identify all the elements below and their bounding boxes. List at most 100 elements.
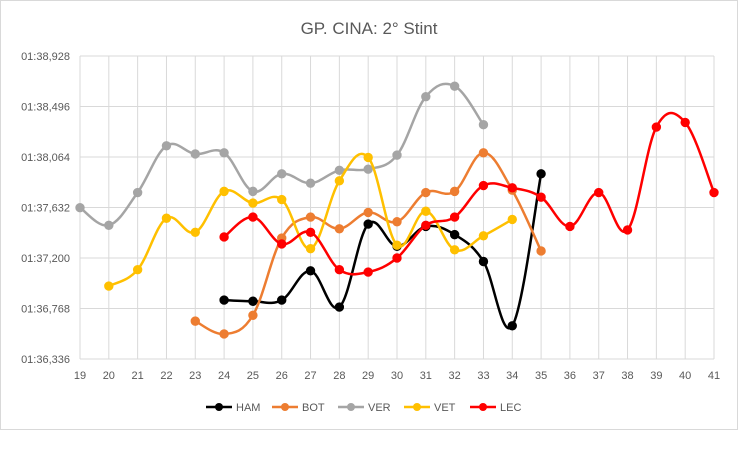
x-tick-label: 27: [304, 370, 316, 382]
series-line-lec: [223, 111, 716, 276]
data-point-bot: [190, 316, 200, 326]
data-point-bot: [248, 310, 258, 320]
series-vet: [104, 152, 517, 291]
data-point-lec: [680, 117, 690, 128]
data-point-ham: [536, 169, 546, 179]
data-point-lec: [277, 239, 287, 249]
data-point-ver: [161, 141, 172, 151]
data-point-bot: [536, 246, 546, 256]
data-point-vet: [190, 227, 200, 237]
x-tick-label: 19: [74, 370, 86, 382]
x-tick-label: 24: [218, 370, 230, 382]
data-point-lec: [392, 253, 402, 263]
legend-label-ham: HAM: [236, 402, 260, 414]
x-tick-label: 22: [160, 370, 172, 382]
data-point-ver: [363, 164, 373, 174]
data-point-lec: [709, 187, 719, 198]
data-point-ver: [421, 91, 431, 102]
data-point-vet: [132, 264, 143, 275]
legend-marker-bot: [281, 403, 289, 411]
grid: [79, 55, 715, 360]
data-point-ver: [75, 203, 85, 213]
x-tick-label: 36: [564, 370, 576, 382]
data-point-vet: [277, 194, 287, 205]
series-ham: [219, 169, 546, 331]
data-point-lec: [565, 221, 575, 232]
data-point-lec: [536, 192, 546, 202]
data-point-vet: [421, 206, 431, 216]
data-point-bot: [392, 217, 402, 227]
data-point-bot: [478, 148, 489, 158]
data-point-ham: [507, 321, 517, 331]
data-point-vet: [392, 240, 402, 250]
data-point-vet: [449, 245, 460, 255]
data-point-lec: [594, 187, 604, 198]
data-point-ham: [334, 302, 345, 312]
data-point-vet: [334, 176, 345, 186]
data-point-lec: [248, 212, 258, 222]
data-point-lec: [305, 227, 316, 237]
y-tick-label: 01:37,632: [21, 203, 70, 215]
data-point-bot: [219, 329, 229, 339]
x-tick-label: 31: [420, 370, 432, 382]
x-axis-ticks: 19 20 21 22 23 24 25 26 27 28 29 30 31 32 33 34 35 36 37 38…: [74, 370, 720, 382]
y-tick-label: 01:36,768: [21, 304, 70, 316]
legend-marker-ver: [347, 403, 355, 411]
data-point-lec: [449, 212, 460, 222]
x-tick-label: 21: [132, 370, 144, 382]
x-tick-label: 41: [708, 370, 720, 382]
x-tick-label: 33: [477, 370, 489, 382]
data-point-lec: [363, 267, 373, 277]
legend: HAM BOT VER VET LEC: [206, 402, 521, 414]
x-tick-label: 35: [535, 370, 547, 382]
x-tick-label: 28: [333, 370, 345, 382]
legend-marker-ham: [215, 403, 223, 411]
y-tick-label: 01:38,496: [21, 102, 70, 114]
data-point-ver: [248, 186, 258, 197]
data-point-ham: [449, 229, 460, 240]
data-point-vet: [161, 213, 172, 223]
chart-title: GP. CINA: 2° Stint: [301, 19, 438, 38]
chart-frame: GP. CINA: 2° Stint 01:36,336 01:36,768 01:…: [0, 0, 738, 430]
series-bot: [190, 148, 546, 339]
data-point-vet: [248, 198, 258, 208]
series-ver: [75, 81, 489, 230]
data-point-lec: [421, 220, 431, 230]
x-tick-label: 40: [679, 370, 691, 382]
data-point-ver: [449, 81, 460, 91]
data-point-ham: [478, 256, 489, 267]
data-point-ver: [277, 169, 287, 179]
data-point-ver: [478, 120, 489, 130]
data-point-vet: [478, 231, 489, 241]
data-point-bot: [334, 224, 345, 234]
data-point-bot: [449, 186, 460, 197]
legend-label-bot: BOT: [302, 402, 325, 414]
data-point-lec: [622, 225, 633, 235]
data-point-vet: [363, 152, 373, 163]
data-point-lec: [219, 232, 229, 242]
data-point-ver: [104, 220, 114, 230]
data-point-ver: [219, 148, 229, 158]
data-point-ver: [305, 178, 316, 188]
data-point-bot: [305, 212, 316, 222]
data-point-vet: [305, 243, 316, 254]
data-point-ham: [219, 295, 229, 305]
x-tick-label: 34: [506, 370, 518, 382]
x-tick-label: 29: [362, 370, 374, 382]
x-tick-label: 37: [593, 370, 605, 382]
data-point-ham: [248, 296, 258, 306]
x-tick-label: 39: [650, 370, 662, 382]
data-point-lec: [334, 264, 345, 275]
data-point-lec: [478, 180, 489, 191]
legend-label-ver: VER: [368, 402, 391, 414]
legend-marker-vet: [413, 403, 421, 411]
data-point-lec: [507, 183, 517, 193]
legend-label-lec: LEC: [500, 402, 521, 414]
data-point-ver: [334, 165, 345, 176]
y-axis-ticks: 01:36,336 01:36,768 01:37,200 01:37,632 01:3…: [21, 51, 70, 366]
data-point-ham: [277, 295, 287, 305]
data-point-ver: [392, 150, 402, 160]
data-point-ver: [190, 149, 200, 159]
y-tick-label: 01:36,336: [21, 354, 70, 366]
x-tick-label: 23: [189, 370, 201, 382]
